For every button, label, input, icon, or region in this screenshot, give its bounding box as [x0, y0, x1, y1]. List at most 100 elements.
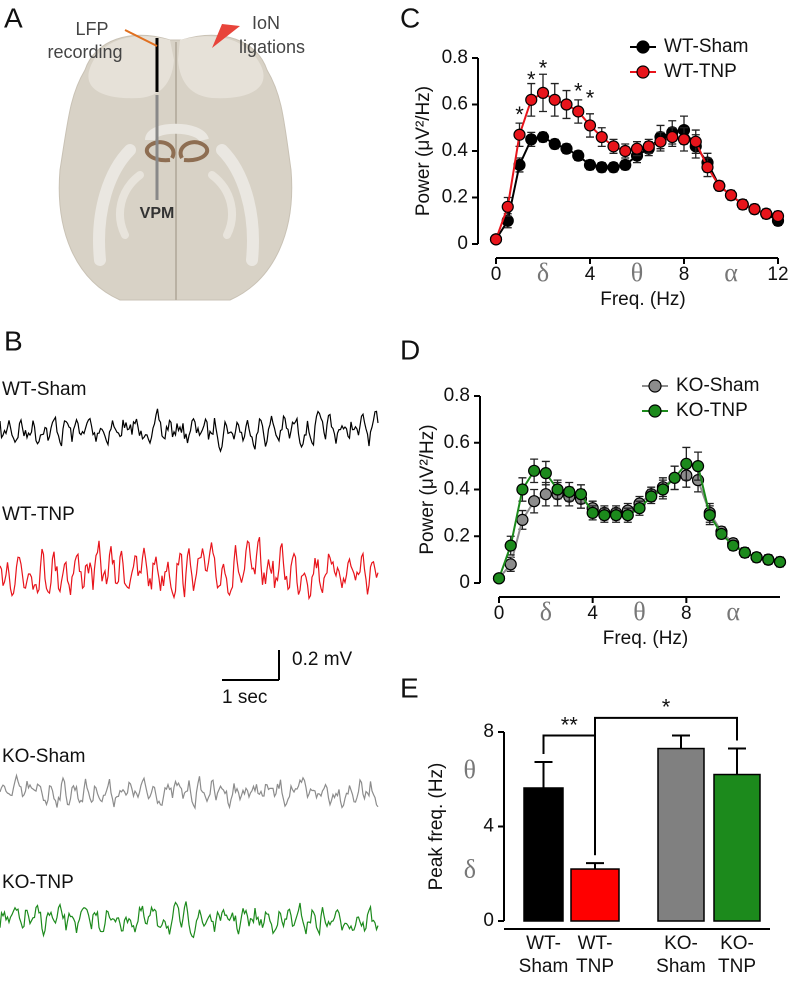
- error-bar: [586, 862, 604, 870]
- data-point: [633, 502, 646, 515]
- data-point: [563, 485, 576, 498]
- x-tick-label: WT-: [578, 933, 613, 954]
- data-point: [666, 130, 679, 144]
- brain-illustration: [58, 24, 293, 301]
- data-point: [680, 457, 693, 470]
- y-tick-label: 0.4: [444, 479, 471, 500]
- significance-marker: *: [586, 86, 595, 111]
- data-point: [536, 130, 550, 144]
- data-point: [703, 509, 716, 522]
- series-line: [495, 91, 779, 240]
- lfp-trace: [0, 901, 379, 939]
- data-point: [689, 135, 702, 148]
- data-point: [583, 158, 597, 172]
- data-point: [536, 86, 550, 99]
- data-point: [598, 509, 611, 522]
- data-point: [607, 161, 620, 174]
- y-tick-label: 0.4: [442, 140, 469, 161]
- data-point: [516, 513, 529, 526]
- data-point: [609, 509, 623, 522]
- data-point: [583, 119, 597, 132]
- significance-marker: *: [515, 102, 524, 127]
- data-point: [727, 539, 740, 552]
- data-point: [504, 558, 517, 571]
- significance-marker: **: [561, 712, 579, 737]
- trace-label: KO-Sham: [2, 746, 85, 767]
- data-point: [656, 483, 670, 496]
- scale-amplitude: 0.2 mV: [292, 649, 353, 670]
- x-axis-label: Freq. (Hz): [603, 628, 689, 649]
- data-point: [750, 551, 763, 564]
- data-point: [501, 200, 514, 213]
- data-point: [539, 488, 552, 501]
- panel-label: A: [4, 2, 23, 33]
- x-tick-label: 4: [587, 603, 598, 624]
- data-point: [713, 179, 726, 192]
- data-point: [607, 140, 620, 153]
- significance-marker: *: [574, 79, 583, 104]
- y-tick-label: 0.8: [442, 47, 468, 68]
- panel-label: E: [400, 672, 419, 703]
- data-point: [560, 142, 573, 155]
- x-tick-label: TNP: [576, 956, 614, 977]
- data-point: [551, 483, 564, 496]
- x-tick-label: Sham: [656, 956, 706, 977]
- data-point: [619, 144, 632, 158]
- data-point: [668, 471, 681, 484]
- data-point: [539, 467, 552, 480]
- y-tick-label: 0: [457, 233, 468, 254]
- scale-bar: [222, 650, 280, 681]
- trace-label: WT-Sham: [2, 379, 86, 400]
- trace-label: KO-TNP: [2, 872, 74, 893]
- y-axis-label: Power (μV²/Hz): [413, 86, 434, 216]
- legend-label: WT-TNP: [664, 61, 737, 82]
- recording-label: recording: [47, 42, 122, 62]
- y-tick-label: 0.2: [444, 525, 470, 546]
- data-point: [504, 539, 517, 552]
- data-point: [586, 506, 599, 519]
- band-label: δ: [464, 854, 476, 883]
- x-tick-label: 12: [767, 264, 788, 285]
- data-point: [738, 546, 751, 559]
- data-point: [525, 93, 538, 106]
- data-point: [528, 495, 541, 508]
- legend-label: WT-Sham: [664, 36, 748, 57]
- trace-label: WT-TNP: [2, 504, 75, 525]
- data-point: [771, 210, 785, 223]
- data-point: [492, 572, 506, 585]
- y-tick-label: 0.6: [442, 94, 468, 115]
- band-label: δ: [537, 258, 549, 287]
- recording-label: LFP: [75, 19, 108, 39]
- y-tick-label: 0.2: [442, 187, 468, 208]
- error-bar: [534, 761, 553, 788]
- lfp-trace: [0, 408, 379, 453]
- bar: [523, 787, 564, 922]
- bar: [713, 773, 761, 922]
- x-tick-label: KO-: [720, 933, 754, 954]
- significance-marker: *: [539, 55, 548, 80]
- x-axis-label: Freq. (Hz): [600, 289, 686, 310]
- data-point: [595, 161, 608, 174]
- ligation-label: ligations: [239, 37, 305, 57]
- bar: [570, 868, 620, 922]
- data-point: [748, 203, 761, 216]
- y-tick-label: 4: [483, 816, 494, 837]
- bar: [657, 747, 705, 922]
- data-point: [528, 464, 541, 477]
- y-tick-label: 0: [459, 572, 470, 593]
- data-point: [489, 233, 503, 246]
- data-point: [630, 142, 644, 155]
- panel-label: D: [400, 334, 420, 365]
- lfp-trace: [0, 773, 379, 811]
- data-point: [513, 128, 526, 141]
- error-bar: [672, 734, 690, 749]
- scale-time: 1 sec: [222, 687, 267, 708]
- significance-marker: *: [662, 695, 671, 720]
- legend-marker: [636, 40, 650, 54]
- data-point: [560, 98, 573, 111]
- band-label: α: [726, 597, 740, 626]
- x-tick-label: Sham: [519, 956, 569, 977]
- x-tick-label: 8: [679, 264, 690, 285]
- y-tick-label: 0.8: [444, 385, 470, 406]
